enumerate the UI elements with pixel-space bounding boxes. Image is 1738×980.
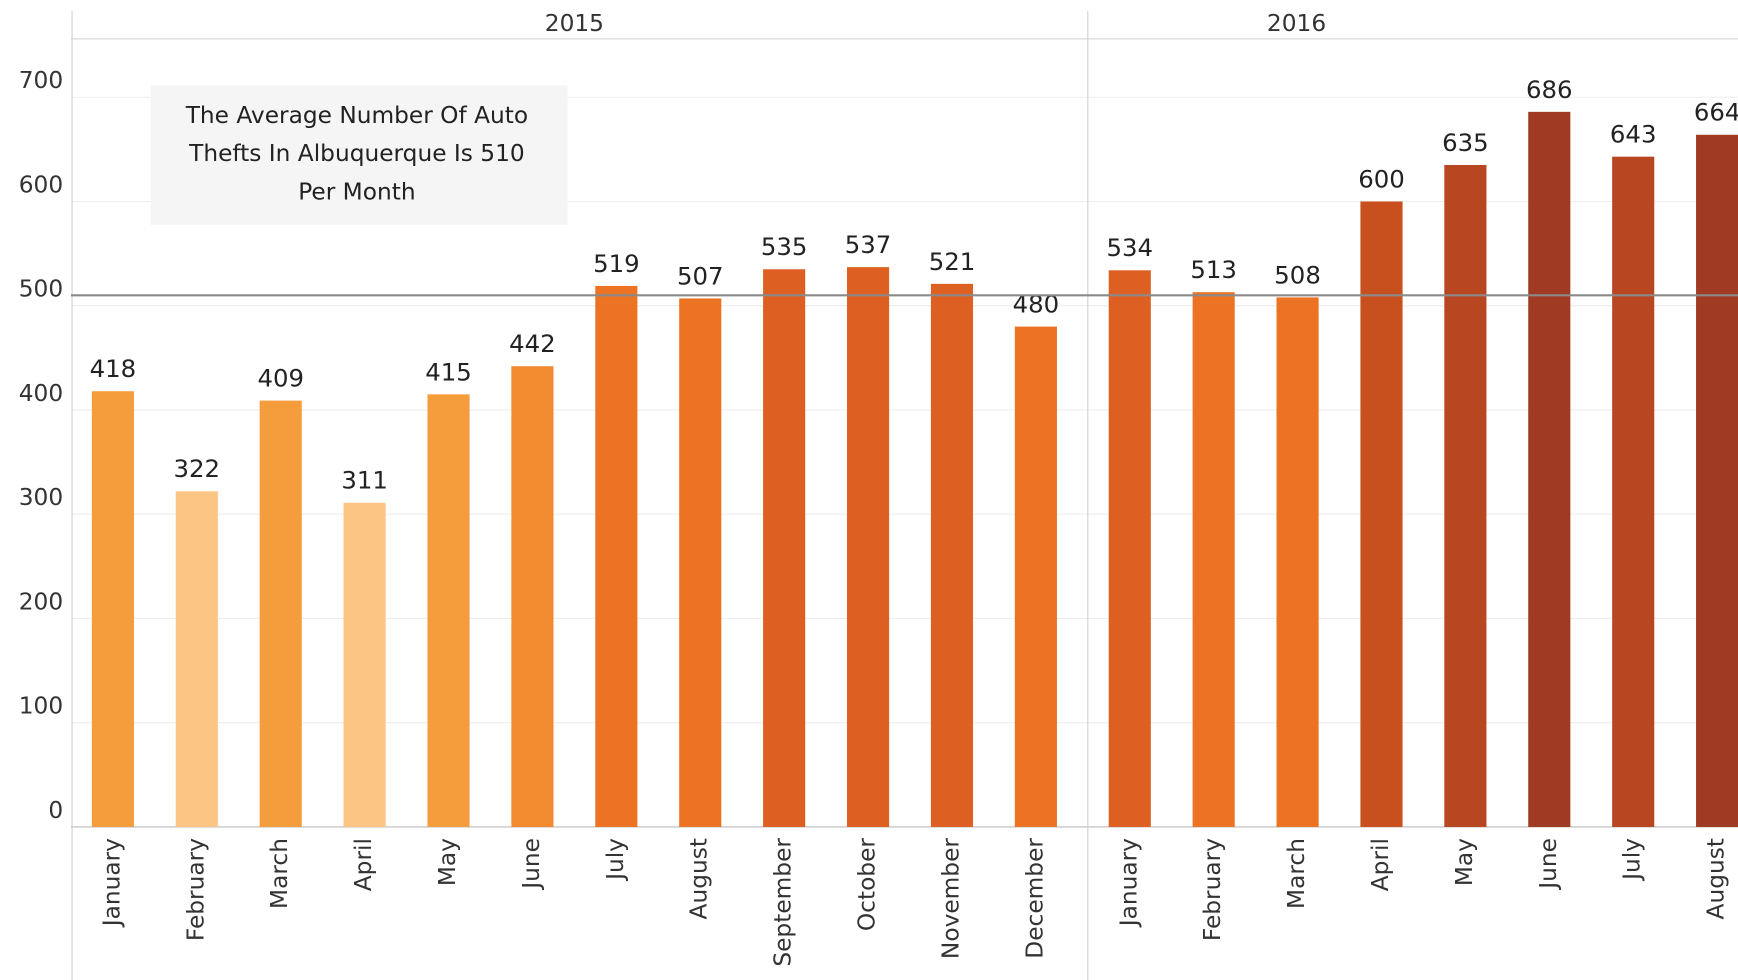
value-label: 686 (1526, 75, 1573, 104)
bar (1612, 156, 1655, 827)
value-label: 418 (90, 354, 137, 383)
bar (846, 267, 890, 827)
bar (1276, 297, 1319, 827)
value-label: 535 (761, 232, 808, 261)
x-tick-label: February (1199, 838, 1226, 941)
y-tick-label: 300 (19, 484, 63, 511)
x-tick-label: January (1115, 838, 1142, 928)
value-label: 480 (1013, 290, 1060, 319)
x-tick-label: May (434, 838, 461, 886)
y-tick-label: 200 (19, 588, 63, 615)
value-label: 521 (929, 247, 976, 276)
value-label: 442 (509, 329, 556, 358)
annotation-box (150, 85, 568, 226)
bar (1014, 326, 1057, 827)
value-label: 508 (1274, 260, 1321, 289)
annotation: Per Month (298, 178, 415, 205)
value-label: 311 (341, 466, 388, 495)
bar (763, 269, 806, 827)
bar (595, 285, 638, 827)
x-tick-label: December (1021, 838, 1048, 959)
x-tick-label: June (1535, 838, 1562, 891)
x-tick-label: May (1451, 838, 1478, 886)
value-label: 643 (1610, 120, 1657, 149)
bar (1696, 134, 1738, 827)
value-label: 600 (1358, 164, 1405, 193)
x-tick-label: August (1703, 838, 1730, 919)
y-tick-label: 700 (19, 67, 63, 94)
y-tick-label: 600 (19, 171, 63, 198)
bar (91, 391, 134, 827)
bar (1192, 292, 1235, 827)
bar (511, 366, 554, 827)
bar (343, 502, 386, 827)
x-tick-label: November (937, 838, 964, 959)
value-label: 664 (1694, 98, 1738, 127)
x-tick-label: April (1367, 838, 1394, 891)
value-label: 635 (1442, 128, 1489, 157)
annotation: The Average Number Of Auto (185, 102, 528, 129)
x-tick-label: January (98, 838, 125, 928)
x-tick-label: June (518, 838, 545, 891)
y-tick-label: 500 (19, 276, 63, 303)
value-label: 534 (1106, 233, 1153, 262)
bar (1360, 201, 1403, 827)
x-tick-label: March (1283, 838, 1310, 909)
bar (1528, 111, 1571, 827)
bar (1108, 270, 1151, 827)
value-label: 415 (425, 357, 472, 386)
bar (930, 283, 974, 827)
x-tick-label: April (350, 838, 377, 891)
x-tick-label: July (1619, 838, 1646, 882)
bar (1444, 165, 1487, 827)
value-label: 537 (845, 230, 892, 259)
facet-title: 2016 (1267, 10, 1326, 37)
y-tick-label: 400 (19, 380, 63, 407)
value-label: 409 (257, 364, 304, 393)
y-tick-label: 0 (48, 797, 63, 824)
x-tick-label: September (770, 838, 797, 967)
value-label: 507 (677, 261, 724, 290)
value-label: 519 (593, 249, 640, 278)
value-label: 513 (1190, 255, 1237, 284)
x-tick-label: July (602, 838, 629, 882)
annotation: Thefts In Albuquerque Is 510 (188, 140, 525, 167)
bar (175, 491, 218, 827)
facet-title: 2015 (545, 10, 604, 37)
bar (427, 394, 470, 827)
x-tick-label: February (182, 838, 209, 941)
y-tick-label: 100 (19, 693, 63, 720)
value-label: 322 (174, 454, 221, 483)
bar (259, 400, 302, 827)
x-tick-label: August (686, 838, 713, 919)
x-tick-label: March (266, 838, 293, 909)
bar (679, 298, 722, 827)
x-tick-label: October (854, 838, 881, 932)
